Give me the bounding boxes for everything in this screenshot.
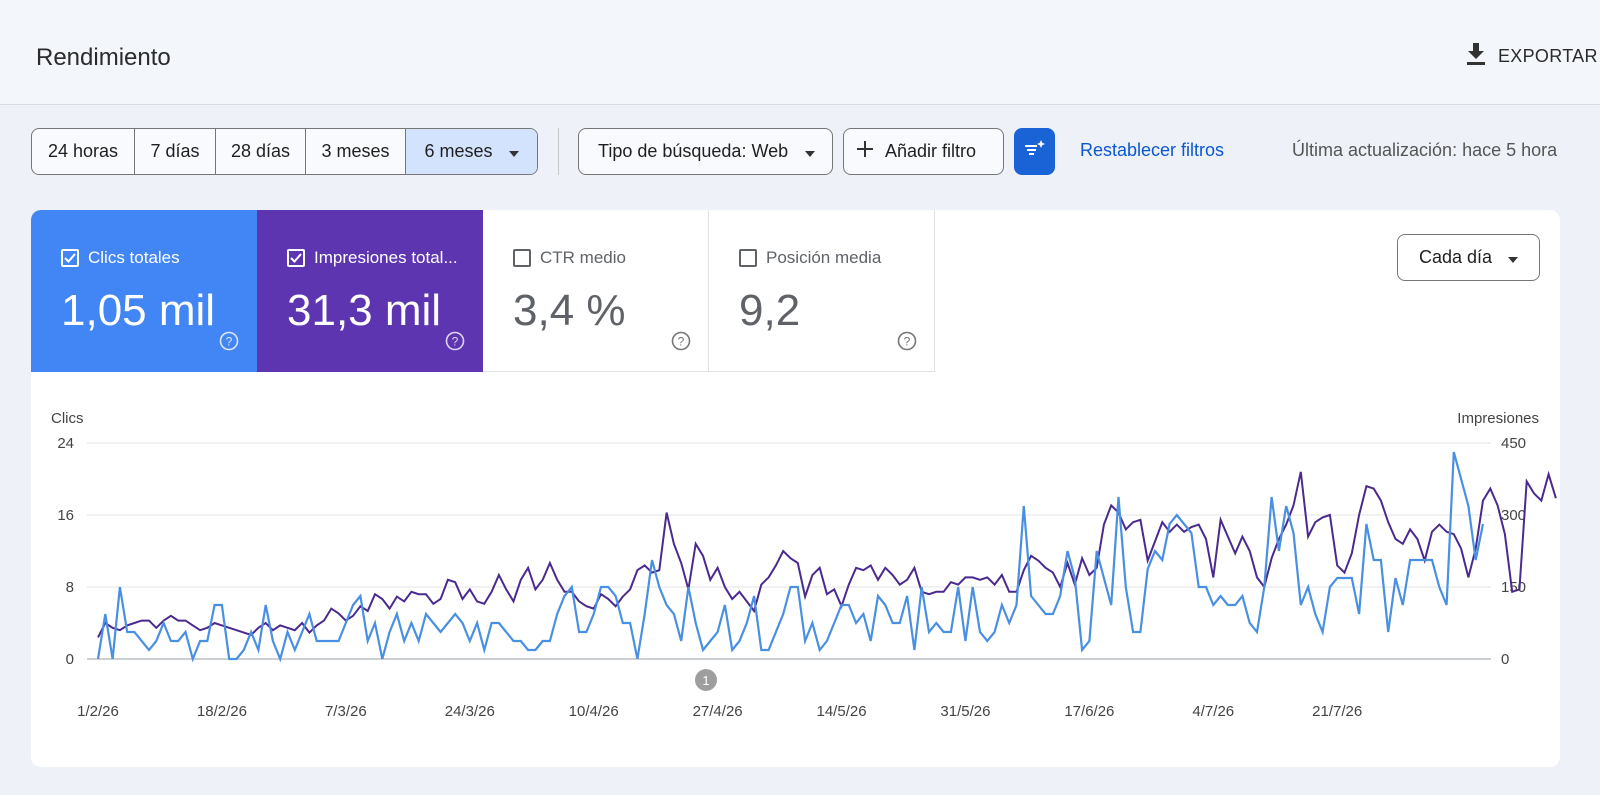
download-icon (1466, 42, 1486, 71)
top-bar: Rendimiento EXPORTAR (0, 0, 1600, 105)
metric-impressions-header: Impresiones total... (287, 248, 458, 268)
metric-value: 9,2 (739, 286, 801, 335)
chevron-down-icon (805, 141, 816, 162)
range-7d[interactable]: 7 días (135, 129, 216, 174)
performance-chart: Clics Impresiones 0 8 16 24 0 150 300 450 1/2/… (51, 410, 1557, 720)
range-28d[interactable]: 28 días (216, 129, 306, 174)
help-icon[interactable]: ? (219, 331, 239, 356)
right-tick-label: 0 (1501, 651, 1509, 668)
metric-label: Clics totales (88, 248, 180, 267)
metric-card-impressions[interactable]: Impresiones total... 31,3 mil ? (257, 210, 483, 372)
left-tick-label: 0 (66, 651, 74, 668)
help-icon[interactable]: ? (897, 331, 917, 356)
left-axis-label: Clics (51, 410, 84, 427)
left-tick-label: 8 (66, 579, 74, 596)
metric-ctr-header: CTR medio (513, 248, 626, 268)
metric-value: 31,3 mil (287, 286, 442, 335)
search-type-dropdown[interactable]: Tipo de búsqueda: Web (578, 128, 833, 175)
x-tick-label: 4/7/26 (1192, 703, 1234, 720)
ai-filter-button[interactable] (1014, 128, 1055, 175)
add-filter-button[interactable]: Añadir filtro (843, 128, 1004, 175)
series-line-clicks (96, 451, 1485, 663)
date-range-selector: 24 horas 7 días 28 días 3 meses 6 meses (31, 128, 538, 175)
metric-value: 1,05 mil (61, 286, 216, 335)
metric-label: Impresiones total... (314, 248, 458, 267)
x-tick-label: 10/4/26 (569, 703, 619, 720)
checkbox-checked-icon[interactable] (287, 249, 305, 267)
x-tick-label: 27/4/26 (693, 703, 743, 720)
interval-dropdown[interactable]: Cada día (1397, 234, 1540, 281)
x-tick-label: 17/6/26 (1064, 703, 1114, 720)
sparkle-filter-icon (1024, 140, 1046, 163)
right-tick-label: 150 (1501, 579, 1526, 596)
right-axis-label: Impresiones (1457, 410, 1539, 427)
add-filter-label: Añadir filtro (885, 141, 977, 161)
help-icon[interactable]: ? (445, 331, 465, 356)
right-tick-label: 300 (1501, 507, 1526, 524)
export-button[interactable]: EXPORTAR (1466, 42, 1598, 71)
search-type-label: Tipo de búsqueda: Web (598, 141, 789, 161)
x-tick-label: 7/3/26 (325, 703, 367, 720)
x-tick-label: 21/7/26 (1312, 703, 1362, 720)
chevron-down-icon (508, 141, 519, 162)
metric-value: 3,4 % (513, 286, 626, 335)
metric-clicks-header: Clics totales (61, 248, 180, 268)
toolbar-divider (558, 128, 559, 175)
x-tick-label: 1/2/26 (77, 703, 119, 720)
left-tick-label: 16 (57, 507, 74, 524)
annotation-marker[interactable]: 1 (695, 669, 717, 691)
chevron-down-icon (1508, 247, 1519, 268)
metric-card-clicks[interactable]: Clics totales 1,05 mil ? (31, 210, 257, 372)
range-6m[interactable]: 6 meses (406, 129, 537, 174)
range-3m[interactable]: 3 meses (306, 129, 406, 174)
interval-label: Cada día (1418, 247, 1493, 267)
page-title: Rendimiento (36, 44, 171, 71)
svg-text:?: ? (226, 335, 233, 349)
metric-label: Posición media (766, 248, 882, 267)
metric-card-position[interactable]: Posición media 9,2 ? (709, 210, 935, 372)
metric-label: CTR medio (540, 248, 626, 267)
left-tick-label: 24 (57, 435, 74, 452)
svg-text:?: ? (452, 335, 459, 349)
series-line-impressions (97, 470, 1557, 638)
checkbox-checked-icon[interactable] (61, 249, 79, 267)
range-6m-label: 6 meses (424, 141, 493, 161)
checkbox-empty-icon[interactable] (513, 249, 531, 267)
help-icon[interactable]: ? (671, 331, 691, 356)
annotation-marker-label: 1 (702, 673, 709, 688)
performance-card: Clics totales 1,05 mil ? Impresiones tot… (31, 210, 1560, 767)
metric-card-ctr[interactable]: CTR medio 3,4 % ? (483, 210, 709, 372)
range-24h[interactable]: 24 horas (32, 129, 135, 174)
x-tick-label: 18/2/26 (197, 703, 247, 720)
x-tick-label: 24/3/26 (445, 703, 495, 720)
right-tick-label: 450 (1501, 435, 1526, 452)
svg-text:?: ? (678, 335, 685, 349)
plus-icon (857, 141, 873, 162)
reset-filters-link[interactable]: Restablecer filtros (1080, 140, 1225, 160)
metric-position-header: Posición media (739, 248, 881, 268)
checkbox-empty-icon[interactable] (739, 249, 757, 267)
export-label: EXPORTAR (1498, 46, 1598, 66)
last-update-text: Última actualización: hace 5 hora (1292, 140, 1558, 160)
x-tick-label: 31/5/26 (940, 703, 990, 720)
x-tick-label: 14/5/26 (817, 703, 867, 720)
svg-text:?: ? (904, 335, 911, 349)
